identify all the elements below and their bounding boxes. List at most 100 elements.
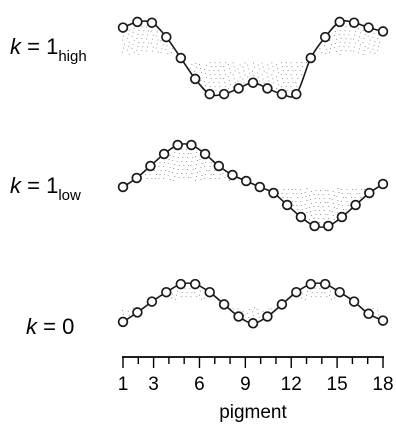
stipple-dot xyxy=(200,290,201,292)
stipple-dot xyxy=(146,38,148,40)
stipple-dot xyxy=(362,30,364,31)
stipple-dot xyxy=(295,82,297,84)
stipple-dot xyxy=(337,188,339,189)
stipple-dot xyxy=(362,42,364,43)
stipple-dot xyxy=(218,82,220,84)
stipple-dot xyxy=(182,157,184,158)
panel-label-var: k xyxy=(26,314,38,339)
stipple-dot xyxy=(267,76,269,78)
stipple-dot xyxy=(191,173,193,174)
stipple-dot xyxy=(278,72,280,74)
stipple-dot xyxy=(346,189,348,190)
stipple-dot xyxy=(227,88,229,90)
stipple-dot xyxy=(320,202,322,203)
stipple-dot xyxy=(290,74,292,76)
stipple-dot xyxy=(278,84,280,86)
data-point xyxy=(158,148,170,160)
stipple-dot xyxy=(300,205,302,206)
stipple-dot xyxy=(377,50,379,52)
stipple-dot xyxy=(335,39,337,40)
stipple-dot xyxy=(204,166,206,167)
stipple-dot xyxy=(305,208,307,209)
stipple-dot xyxy=(169,179,171,180)
stipple-dot xyxy=(225,74,227,76)
panel-label-eq: = 0 xyxy=(37,314,74,339)
stipple-dot xyxy=(319,288,321,290)
stipple-dot xyxy=(197,160,198,161)
stipple-dot xyxy=(328,206,330,207)
stipple-dot xyxy=(257,313,259,314)
stipple-dot xyxy=(327,190,329,191)
data-point xyxy=(131,172,142,184)
stipple-dot xyxy=(301,209,303,210)
data-point xyxy=(204,88,215,100)
stipple-dot xyxy=(344,30,346,32)
stipple-dot xyxy=(374,52,376,54)
stipple-dot xyxy=(305,298,306,300)
stipple-dot xyxy=(242,66,244,68)
stipple-dot xyxy=(309,219,310,220)
data-point xyxy=(132,16,143,28)
stipple-dot xyxy=(142,34,144,36)
panel-label-var: k xyxy=(10,34,22,59)
stipple-dot xyxy=(276,76,278,78)
stipple-dot xyxy=(237,80,239,82)
stipple-dot xyxy=(290,62,292,64)
panel-label-var: k xyxy=(10,173,22,198)
stipple-dot xyxy=(301,62,303,64)
stipple-dot xyxy=(133,39,135,41)
stipple-dot xyxy=(267,64,269,66)
stipple-dot xyxy=(239,76,241,78)
stipple-dot xyxy=(321,292,323,294)
stipple-dot xyxy=(232,308,234,310)
stipple-dot xyxy=(339,29,341,31)
stipple-dot xyxy=(262,310,264,312)
stipple-dot xyxy=(350,193,352,194)
stipple-dot xyxy=(262,66,264,68)
stipple-dot xyxy=(343,34,345,36)
stipple-dot xyxy=(248,68,250,70)
stipple-dot xyxy=(208,82,210,84)
stipple-dot xyxy=(357,40,359,42)
stipple-dot xyxy=(329,52,330,53)
stipple-dot xyxy=(338,204,340,205)
stipple-dot xyxy=(292,82,294,84)
stipple-dot xyxy=(320,296,322,298)
stipple-dot xyxy=(209,178,211,179)
data-point xyxy=(117,181,129,193)
stipple-dot xyxy=(219,62,221,64)
stipple-dot xyxy=(373,32,375,34)
stipple-dot xyxy=(332,203,334,204)
stipple-dot xyxy=(137,33,139,35)
stipple-dot xyxy=(258,68,260,70)
stipple-dot xyxy=(364,34,366,35)
data-point xyxy=(247,318,259,329)
stipple-dot xyxy=(213,70,215,72)
stipple-dot xyxy=(210,78,212,80)
data-point xyxy=(254,181,266,193)
stipple-dot xyxy=(151,178,153,179)
stipple-dot xyxy=(324,214,326,215)
stipple-dot xyxy=(350,50,352,52)
stipple-dot xyxy=(252,70,253,72)
stipple-dot xyxy=(147,46,149,48)
stipple-dot xyxy=(281,66,283,68)
stipple-dot xyxy=(291,201,293,202)
stipple-dot xyxy=(313,206,315,207)
stipple-dot xyxy=(374,40,376,42)
stipple-dot xyxy=(329,210,331,211)
stipple-dot xyxy=(359,32,361,34)
stipple-dot xyxy=(323,198,325,199)
data-point xyxy=(291,286,302,298)
data-point xyxy=(233,311,244,322)
stipple-dot xyxy=(234,82,236,84)
data-point xyxy=(350,199,361,211)
stipple-dot xyxy=(199,171,201,172)
stipple-dot xyxy=(310,199,311,200)
stipple-dot xyxy=(244,74,246,76)
stipple-dot xyxy=(123,313,124,315)
stipple-dot xyxy=(215,78,217,80)
stipple-dot xyxy=(353,50,355,52)
stipple-dot xyxy=(329,40,330,41)
stipple-dot xyxy=(191,292,193,294)
